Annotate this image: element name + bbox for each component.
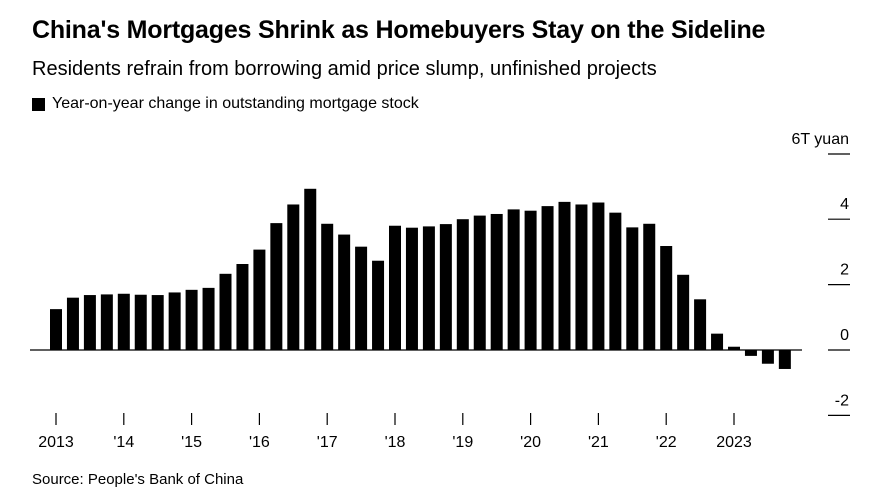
bar — [744, 350, 757, 356]
bar-chart: 6T yuan 4 2 0 -2 2013 '14 '15 '16 '17 '18 '19 '20 '21… — [30, 131, 850, 451]
x-tick-label: '18 — [385, 434, 406, 451]
bar — [185, 289, 198, 350]
chart-title: China's Mortgages Shrink as Homebuyers S… — [32, 16, 766, 44]
x-tick-label: '21 — [588, 434, 609, 451]
legend-swatch — [32, 97, 45, 111]
bar — [439, 224, 452, 350]
bar — [677, 274, 690, 350]
bar — [236, 264, 249, 350]
x-tick-label: 2023 — [716, 434, 752, 451]
y-tick-label: -2 — [835, 392, 849, 409]
bar — [728, 346, 740, 350]
bar — [711, 333, 724, 350]
bar — [643, 223, 656, 350]
bar — [270, 223, 283, 350]
bar — [761, 350, 774, 364]
bar — [389, 225, 401, 350]
bar — [694, 299, 707, 350]
x-tick-label: '20 — [520, 434, 541, 451]
x-tick-label: '16 — [249, 434, 270, 451]
x-tick-label: '22 — [656, 434, 677, 451]
bar — [355, 246, 368, 350]
bar — [168, 292, 181, 350]
x-tick-label: 2013 — [38, 434, 74, 451]
bar — [626, 227, 639, 351]
legend: Year-on-year change in outstanding mortg… — [32, 95, 419, 113]
bar — [490, 213, 503, 350]
bar — [151, 295, 164, 350]
bar — [50, 309, 62, 351]
bar — [473, 215, 486, 350]
bar — [219, 273, 232, 350]
bar — [558, 201, 571, 350]
legend-label: Year-on-year change in outstanding mortg… — [52, 95, 419, 112]
bar — [83, 295, 96, 350]
bar — [609, 212, 622, 350]
bar — [575, 204, 588, 350]
bar — [287, 204, 300, 350]
bar — [456, 219, 469, 350]
bar — [338, 234, 351, 350]
x-tick-label: '14 — [113, 434, 134, 451]
bar — [422, 226, 435, 350]
chart-subtitle: Residents refrain from borrowing amid pr… — [32, 58, 657, 80]
bar — [100, 294, 113, 350]
bar — [592, 202, 605, 350]
bar — [304, 188, 317, 350]
x-tick-label: '15 — [181, 434, 202, 451]
bar — [778, 350, 791, 369]
bar — [405, 227, 418, 350]
bar — [66, 297, 79, 350]
bar — [524, 210, 537, 350]
source-note: Source: People's Bank of China — [32, 471, 244, 488]
bar — [660, 246, 673, 350]
bar — [253, 249, 266, 350]
y-tick-label: 4 — [840, 196, 849, 213]
x-tick-label: '19 — [452, 434, 473, 451]
y-tick-label: 0 — [840, 327, 849, 344]
bar — [507, 209, 520, 350]
bar — [541, 206, 554, 350]
bar — [117, 293, 130, 350]
y-tick-label: 2 — [840, 262, 849, 279]
bar — [372, 260, 385, 350]
bar — [134, 294, 147, 350]
x-tick-label: '17 — [317, 434, 338, 451]
y-tick-label: 6T yuan — [791, 131, 849, 148]
bar — [202, 287, 215, 350]
bar — [321, 223, 334, 350]
